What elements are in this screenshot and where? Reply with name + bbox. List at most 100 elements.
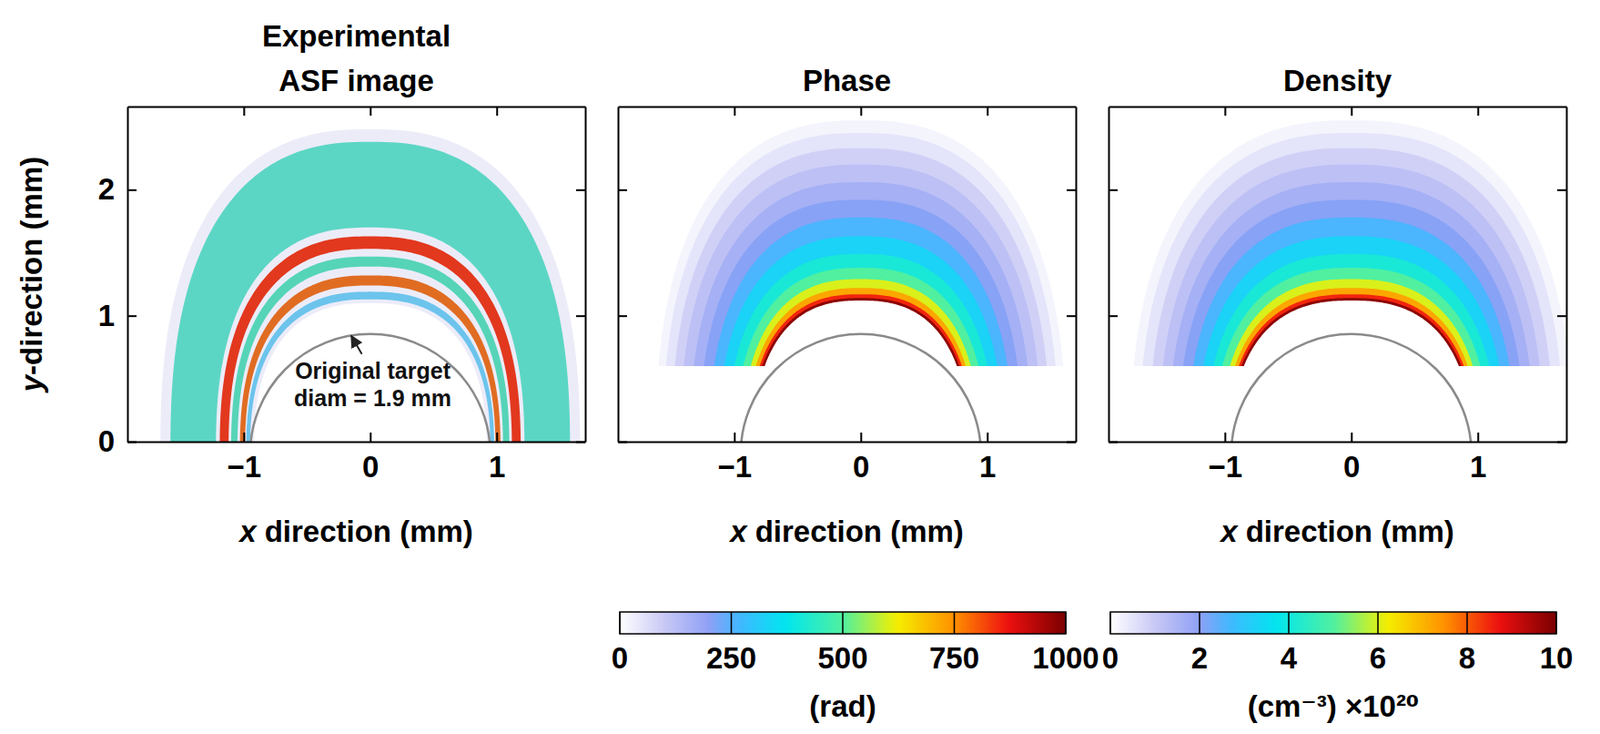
- plot-area: [1108, 106, 1567, 442]
- tick: [1108, 315, 1118, 317]
- contour-band: [1241, 297, 1462, 366]
- tick: −1: [227, 432, 263, 484]
- contour-band: [750, 279, 972, 366]
- contour-band: [1193, 217, 1509, 366]
- contour-band: [693, 182, 1028, 366]
- axis-line: [1109, 106, 1568, 109]
- tick-label: 1: [98, 298, 115, 333]
- colorbar-gradient: [1110, 611, 1557, 634]
- contour-band: [1238, 293, 1464, 366]
- axis-line: [128, 441, 587, 444]
- colorbar-tick: [1287, 611, 1290, 634]
- tick: [576, 189, 586, 191]
- target-outline: [740, 334, 982, 442]
- contour-band: [658, 120, 1064, 366]
- colorbar-tick-label: 750: [929, 640, 980, 675]
- tick: 2: [98, 172, 137, 206]
- axis-line: [1109, 441, 1568, 444]
- x-axis: −1 0 1: [128, 432, 587, 484]
- tick: [860, 106, 862, 116]
- annotation-arrow: [351, 335, 363, 355]
- y-axis-right: [1557, 107, 1568, 443]
- contour-band: [1222, 267, 1480, 366]
- tick: −1: [1208, 432, 1244, 484]
- tick: [1108, 189, 1118, 191]
- tick-mark: [1066, 189, 1076, 192]
- tick: [1225, 106, 1226, 116]
- colorbar-tick-label: 1000: [1032, 640, 1099, 675]
- tick-mark: [243, 106, 245, 116]
- tick-label: 1: [1469, 449, 1487, 484]
- tick-mark: [243, 432, 245, 442]
- x-axis-title: x direction (mm): [1218, 514, 1455, 548]
- tick-mark: [496, 432, 498, 442]
- target-outline: [250, 334, 491, 442]
- colorbar-tick: [841, 611, 844, 634]
- tick: [1478, 106, 1479, 116]
- colorbar: 0246810(cm⁻³) ×10²⁰: [1102, 611, 1574, 723]
- tick: [1557, 441, 1567, 443]
- tick: [617, 441, 628, 443]
- colorbar-tick: [618, 611, 621, 634]
- contour-band: [1143, 132, 1561, 366]
- tick-mark: [986, 106, 989, 116]
- colorbar-label: (rad): [809, 688, 876, 723]
- tick: [734, 106, 736, 116]
- tick-label: 0: [362, 449, 379, 484]
- tick-label: 1: [488, 449, 506, 484]
- tick: 1: [488, 432, 506, 484]
- colorbar-tick-label: 4: [1280, 640, 1298, 675]
- annotation-text: diam = 1.9 mm: [293, 384, 452, 411]
- colorbar-tick-label: 6: [1369, 640, 1387, 675]
- tick-label: 0: [852, 449, 870, 484]
- colorbar-tick-label: 8: [1458, 640, 1476, 675]
- contour-band: [683, 164, 1038, 366]
- tick: [987, 106, 989, 116]
- annotation-text: Original target: [294, 357, 452, 384]
- tick-mark: [1108, 441, 1118, 444]
- target-outline: [1231, 334, 1472, 442]
- colorbar-tick-label: 0: [611, 640, 628, 675]
- tick-label: −1: [1208, 449, 1244, 484]
- contour-band: [1134, 120, 1567, 366]
- tick: −1: [718, 432, 753, 484]
- axis-line: [618, 106, 1077, 109]
- contour-band: [724, 235, 998, 365]
- colorbar-tick: [953, 611, 956, 634]
- background: [1108, 106, 1567, 442]
- tick-mark: [1066, 441, 1076, 444]
- colorbar-tick: [730, 611, 733, 634]
- colorbar-tick-label: 10: [1539, 640, 1574, 675]
- axis-line: [127, 107, 130, 443]
- tick-mark: [1108, 314, 1118, 317]
- contour-band: [714, 217, 1008, 366]
- plot-area: [127, 106, 586, 442]
- tick-label: −1: [718, 449, 753, 484]
- x-axis-title: x direction (mm): [728, 514, 964, 548]
- tick-mark: [576, 314, 586, 317]
- tick-mark: [986, 432, 989, 442]
- contour-band: [1229, 279, 1473, 366]
- background: [127, 106, 586, 442]
- axis-line: [128, 106, 587, 109]
- tick: [1066, 315, 1076, 317]
- axis-line: [617, 107, 620, 443]
- colorbar-gradient: [619, 611, 1066, 634]
- tick: [243, 106, 245, 116]
- plot-area: [617, 106, 1076, 442]
- x-axis-top: [618, 106, 1077, 116]
- panel: −101Densityx direction (mm)0246810(cm⁻³)…: [1102, 63, 1574, 723]
- axis-line: [618, 441, 1077, 444]
- x-axis-top: [128, 106, 587, 116]
- tick-mark: [733, 432, 736, 442]
- tick-mark: [127, 314, 137, 317]
- colorbar-tick: [1555, 611, 1558, 634]
- panel-title: Phase: [802, 63, 892, 98]
- tick: [576, 441, 586, 443]
- axis-line: [1566, 107, 1569, 443]
- annotation: Original targetdiam = 1.9 mm: [293, 335, 452, 411]
- colorbar-tick: [1109, 611, 1112, 634]
- colorbar: 02505007501000(rad): [611, 611, 1100, 723]
- contour-band: [1183, 199, 1520, 366]
- tick-mark: [127, 189, 137, 192]
